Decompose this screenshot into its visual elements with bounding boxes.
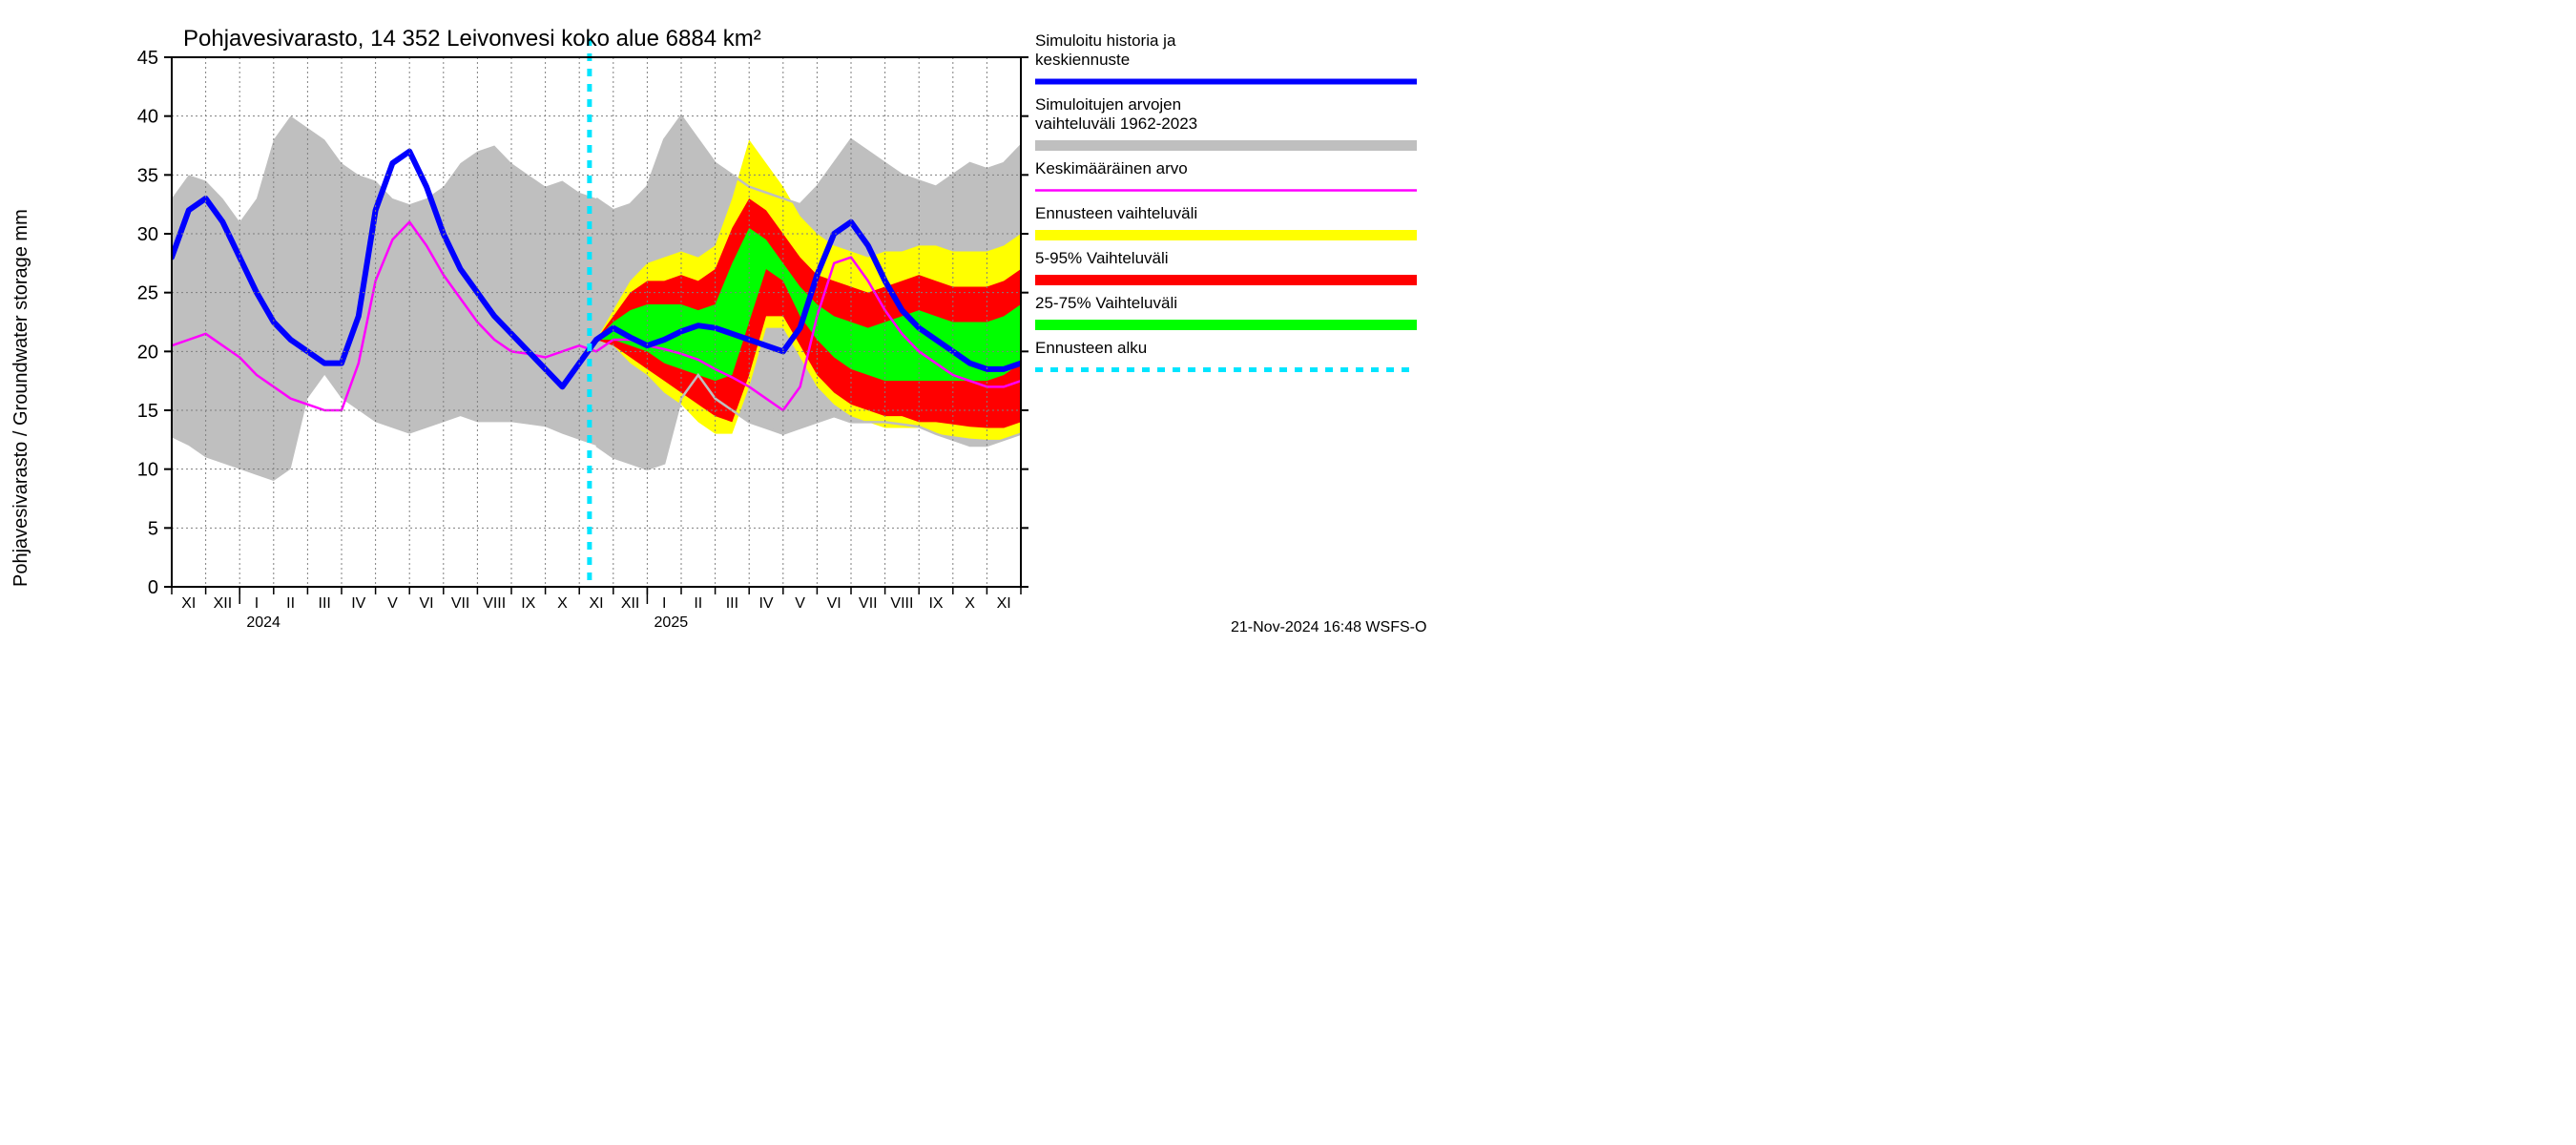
- svg-text:2025: 2025: [654, 614, 689, 631]
- svg-text:45: 45: [137, 48, 158, 69]
- svg-text:XI: XI: [589, 595, 603, 612]
- svg-text:vaihteluväli 1962-2023: vaihteluväli 1962-2023: [1035, 114, 1197, 133]
- svg-text:Simuloitu historia ja: Simuloitu historia ja: [1035, 31, 1176, 50]
- svg-text:VI: VI: [419, 595, 433, 612]
- svg-text:25: 25: [137, 283, 158, 304]
- svg-text:keskiennuste: keskiennuste: [1035, 51, 1130, 69]
- svg-text:VI: VI: [827, 595, 841, 612]
- svg-text:5-95% Vaihteluväli: 5-95% Vaihteluväli: [1035, 249, 1169, 267]
- svg-text:IV: IV: [758, 595, 773, 612]
- svg-text:5: 5: [148, 518, 158, 539]
- svg-text:IX: IX: [928, 595, 943, 612]
- svg-text:Ennusteen alku: Ennusteen alku: [1035, 339, 1147, 357]
- svg-text:V: V: [387, 595, 398, 612]
- svg-text:0: 0: [148, 577, 158, 598]
- svg-text:IV: IV: [351, 595, 365, 612]
- svg-text:21-Nov-2024 16:48 WSFS-O: 21-Nov-2024 16:48 WSFS-O: [1231, 619, 1426, 635]
- svg-text:Pohjavesivarasto / Groundwater: Pohjavesivarasto / Groundwater storage m…: [10, 209, 31, 587]
- svg-text:10: 10: [137, 460, 158, 481]
- svg-text:35: 35: [137, 165, 158, 186]
- svg-text:III: III: [726, 595, 738, 612]
- svg-text:XI: XI: [997, 595, 1011, 612]
- svg-text:V: V: [795, 595, 805, 612]
- chart-container: Pohjavesivarasto / Groundwater storage m…: [0, 0, 1431, 636]
- svg-text:Keskimääräinen arvo: Keskimääräinen arvo: [1035, 159, 1188, 177]
- svg-text:20: 20: [137, 342, 158, 363]
- svg-text:XII: XII: [214, 595, 233, 612]
- svg-text:30: 30: [137, 224, 158, 245]
- svg-text:XI: XI: [181, 595, 196, 612]
- svg-text:VIII: VIII: [483, 595, 506, 612]
- svg-text:VIII: VIII: [890, 595, 913, 612]
- svg-text:40: 40: [137, 107, 158, 128]
- svg-text:2024: 2024: [246, 614, 280, 631]
- svg-text:III: III: [319, 595, 331, 612]
- svg-text:VII: VII: [859, 595, 878, 612]
- groundwater-chart-svg: Pohjavesivarasto / Groundwater storage m…: [0, 0, 1431, 636]
- svg-text:II: II: [286, 595, 295, 612]
- svg-text:Pohjavesivarasto, 14 352 Leivo: Pohjavesivarasto, 14 352 Leivonvesi koko…: [183, 26, 761, 52]
- svg-text:Ennusteen vaihteluväli: Ennusteen vaihteluväli: [1035, 204, 1197, 222]
- svg-text:IX: IX: [521, 595, 535, 612]
- svg-text:X: X: [965, 595, 975, 612]
- svg-text:I: I: [255, 595, 259, 612]
- svg-text:XII: XII: [621, 595, 640, 612]
- svg-text:Simuloitujen arvojen: Simuloitujen arvojen: [1035, 95, 1181, 114]
- svg-text:VII: VII: [451, 595, 470, 612]
- svg-text:15: 15: [137, 401, 158, 422]
- svg-text:I: I: [662, 595, 666, 612]
- svg-text:X: X: [557, 595, 568, 612]
- svg-text:II: II: [694, 595, 702, 612]
- svg-text:25-75% Vaihteluväli: 25-75% Vaihteluväli: [1035, 294, 1177, 312]
